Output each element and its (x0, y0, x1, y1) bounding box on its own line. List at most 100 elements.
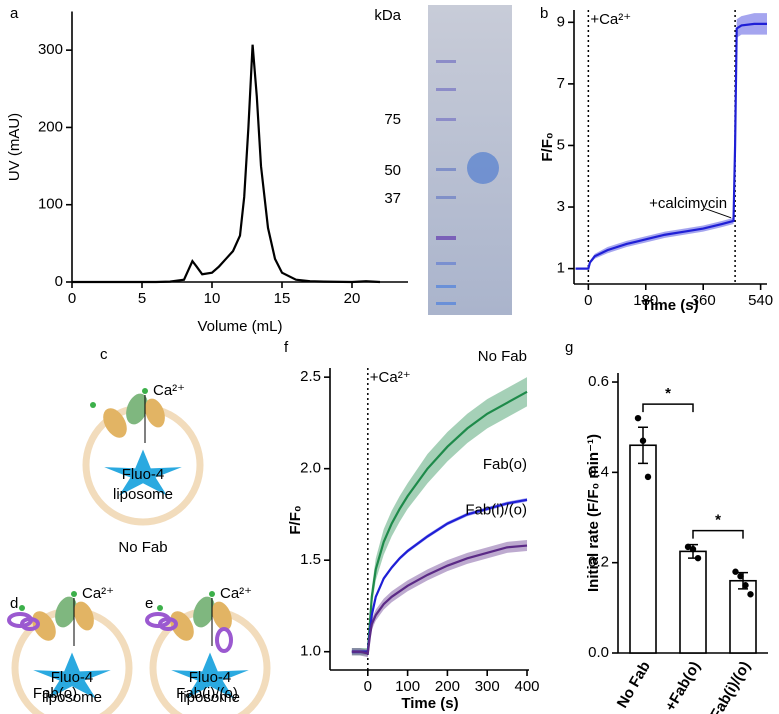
data-point (737, 573, 744, 580)
x-tick-label: +Fab(o) (662, 658, 704, 714)
panel-label: b (540, 5, 548, 22)
gel-image (428, 5, 512, 315)
x-tick-label: 0 (364, 678, 372, 695)
ion (19, 605, 25, 611)
x-tick-label: 200 (435, 678, 460, 695)
x-tick-label: 100 (395, 678, 420, 695)
y-tick-label: 2.5 (300, 368, 321, 385)
ion (90, 402, 96, 408)
panel-label: a (10, 5, 19, 22)
ion (71, 591, 77, 597)
x-tick-label: 5 (138, 290, 146, 307)
error-band (351, 540, 528, 658)
liposome-diagram: Ca²⁺ Fluo-4 liposome (82, 382, 204, 526)
data-point (732, 568, 739, 575)
annotation-arrow (704, 208, 732, 219)
x-tick-label: 540 (748, 292, 773, 309)
panel-label: e (145, 595, 153, 612)
y-tick-label: 0.4 (588, 463, 609, 480)
bar (679, 550, 707, 654)
dye-label: Fluo-4 (122, 466, 165, 483)
data-line (575, 22, 767, 270)
y-tick-label: 200 (38, 118, 63, 135)
data-point (639, 437, 647, 444)
annotation: +Ca²⁺ (590, 11, 631, 28)
data-point (644, 473, 652, 481)
channel-a (170, 611, 194, 641)
data-point (689, 545, 697, 553)
y-tick-label: 3 (557, 198, 565, 215)
gel-marker: 37 (384, 190, 401, 207)
y-axis-label: F/F₀ (539, 132, 556, 161)
y-axis-label: Initial rate (F/F₀ min⁻¹) (585, 434, 602, 592)
panel-label: g (565, 339, 573, 356)
significance-bracket (642, 403, 694, 413)
x-tick-label: +Fab(i)/(o) (703, 658, 754, 714)
dye-star (33, 652, 111, 699)
x-tick-label: 15 (274, 290, 291, 307)
vesicle-label: liposome (180, 689, 240, 706)
vesicle-label: liposome (42, 689, 102, 706)
channel-c (145, 398, 165, 428)
annotation: +calcimycin (649, 195, 727, 212)
y-tick-label: 1 (557, 260, 565, 277)
dye-label: Fluo-4 (51, 669, 94, 686)
channel-a (32, 611, 56, 641)
y-axis-label: UV (mAU) (6, 113, 23, 181)
x-tick-label: 300 (475, 678, 500, 695)
data-line (72, 44, 381, 284)
diagram-caption: Fab(i)/(o) (176, 685, 238, 702)
channel-c (74, 601, 94, 631)
x-tick-label: 0 (68, 290, 76, 307)
dye-star (104, 449, 182, 496)
liposome-diagram: Ca²⁺ Fluo-4 liposome (145, 585, 271, 714)
x-tick-label: 360 (691, 292, 716, 309)
y-tick-label: 0.0 (588, 644, 609, 661)
series-label: Fab(i)/(o) (465, 502, 527, 519)
gel-marker: 50 (384, 162, 401, 179)
gel-marker: 75 (384, 111, 401, 128)
channel-b (126, 393, 148, 425)
ion (157, 605, 163, 611)
channel-a (103, 408, 127, 438)
error-bar (638, 426, 648, 465)
x-axis-label: Time (s) (641, 297, 698, 314)
y-tick-label: 100 (38, 196, 63, 213)
y-tick-label: 1.5 (300, 551, 321, 568)
fab-out (158, 617, 178, 631)
ion (209, 591, 215, 597)
annotation: +Ca²⁺ (370, 369, 411, 386)
vesicle-label: liposome (113, 486, 173, 503)
dye-label: Fluo-4 (189, 669, 232, 686)
diagram-caption: No Fab (118, 539, 167, 556)
y-tick-label: 1.0 (300, 643, 321, 660)
significance-bracket (692, 529, 744, 539)
y-tick-label: 2.0 (300, 460, 321, 477)
ion (142, 388, 148, 394)
data-point (747, 591, 754, 598)
ion-label: Ca²⁺ (82, 585, 114, 602)
y-tick-label: 7 (557, 75, 565, 92)
channel-c (212, 601, 232, 631)
ion-label: Ca²⁺ (153, 382, 185, 399)
data-point (684, 543, 692, 551)
x-axis-label: Time (s) (401, 695, 458, 712)
x-tick-label: 180 (633, 292, 658, 309)
x-tick-label: No Fab (614, 658, 654, 711)
error-band (351, 497, 528, 654)
ion-label: Ca²⁺ (220, 585, 252, 602)
channel-b (55, 596, 77, 628)
bar (629, 444, 657, 654)
x-tick-label: 20 (344, 290, 361, 307)
data-point (742, 582, 749, 589)
series-label: No Fab (478, 348, 527, 365)
panel-label: f (284, 339, 289, 356)
x-tick-label: 0 (584, 292, 592, 309)
y-tick-label: 300 (38, 41, 63, 58)
y-axis-label: F/F₀ (287, 505, 304, 534)
error-band (575, 13, 767, 270)
data-point (694, 554, 702, 562)
significance-label: * (665, 385, 671, 402)
y-tick-label: 5 (557, 136, 565, 153)
y-tick-label: 9 (557, 13, 565, 30)
